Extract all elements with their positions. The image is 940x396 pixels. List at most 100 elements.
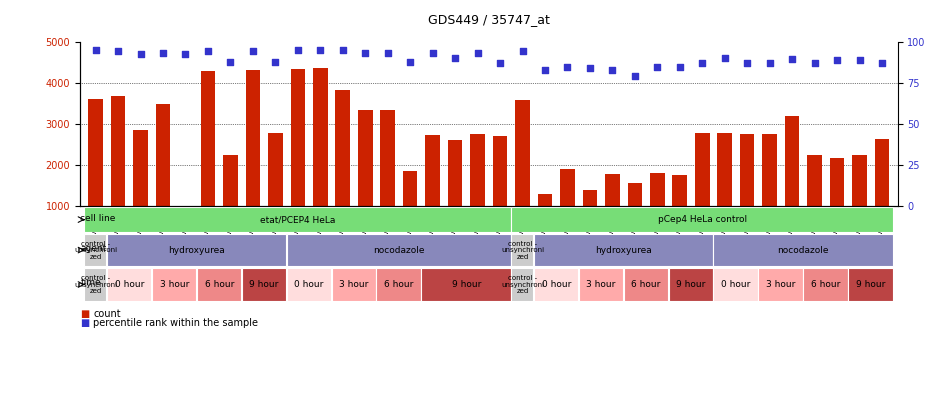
Bar: [853, 154, 867, 247]
Point: [695, 59, 710, 66]
Point: [807, 60, 822, 66]
Bar: [804, 268, 848, 301]
Bar: [695, 133, 710, 247]
Bar: [332, 268, 376, 301]
Point: [470, 50, 485, 56]
Text: nocodazole: nocodazole: [373, 246, 425, 255]
Bar: [605, 174, 619, 247]
Point: [829, 57, 844, 64]
Text: 3 hour: 3 hour: [339, 280, 368, 289]
Bar: [85, 234, 106, 266]
Point: [672, 64, 687, 70]
Point: [380, 50, 395, 56]
Point: [447, 55, 462, 61]
Bar: [470, 134, 485, 247]
Text: ■: ■: [80, 309, 89, 319]
Text: ■: ■: [80, 318, 89, 328]
Text: control -
unsynchroni
zed: control - unsynchroni zed: [501, 241, 544, 259]
Bar: [200, 71, 215, 247]
Text: 0 hour: 0 hour: [115, 280, 144, 289]
Text: 3 hour: 3 hour: [160, 280, 189, 289]
Bar: [762, 133, 777, 247]
Bar: [268, 133, 283, 247]
Text: hydroxyurea: hydroxyurea: [595, 246, 652, 255]
Point: [88, 47, 103, 53]
Point: [740, 59, 755, 66]
Point: [111, 48, 126, 54]
Bar: [717, 133, 732, 247]
Text: agent: agent: [80, 244, 106, 253]
Bar: [223, 155, 238, 247]
Text: 9 hour: 9 hour: [856, 280, 885, 289]
Bar: [875, 139, 889, 247]
Bar: [425, 135, 440, 247]
Point: [785, 56, 800, 62]
Text: pCep4 HeLa control: pCep4 HeLa control: [658, 215, 746, 224]
Bar: [242, 268, 286, 301]
Text: hydroxyurea: hydroxyurea: [168, 246, 225, 255]
Bar: [534, 268, 578, 301]
Bar: [381, 110, 395, 247]
Bar: [151, 268, 196, 301]
Bar: [579, 268, 623, 301]
Text: count: count: [93, 309, 120, 319]
Text: time: time: [80, 278, 101, 287]
Bar: [133, 130, 148, 247]
Bar: [85, 268, 106, 301]
Point: [762, 59, 777, 66]
Text: 6 hour: 6 hour: [632, 280, 661, 289]
Bar: [628, 183, 642, 247]
Bar: [196, 268, 241, 301]
Point: [650, 64, 665, 70]
Bar: [287, 268, 331, 301]
Bar: [336, 90, 350, 247]
Text: etat/PCEP4 HeLa: etat/PCEP4 HeLa: [260, 215, 336, 224]
Bar: [668, 268, 713, 301]
Point: [155, 50, 170, 57]
Text: 3 hour: 3 hour: [587, 280, 616, 289]
Text: 0 hour: 0 hour: [541, 280, 571, 289]
Bar: [740, 133, 755, 247]
Bar: [583, 190, 597, 247]
Text: percentile rank within the sample: percentile rank within the sample: [93, 318, 258, 328]
Bar: [623, 268, 667, 301]
Bar: [672, 175, 687, 247]
Point: [627, 72, 642, 79]
Point: [133, 51, 149, 57]
Text: 6 hour: 6 hour: [205, 280, 234, 289]
Text: 3 hour: 3 hour: [766, 280, 795, 289]
Bar: [830, 158, 844, 247]
Point: [874, 59, 889, 66]
Bar: [759, 268, 803, 301]
Text: control -
unsynchroni
zed: control - unsynchroni zed: [74, 275, 118, 294]
Bar: [511, 207, 893, 232]
Text: 9 hour: 9 hour: [676, 280, 706, 289]
Point: [538, 67, 553, 73]
Bar: [511, 234, 533, 266]
Bar: [287, 234, 510, 266]
Point: [717, 55, 732, 62]
Point: [852, 57, 867, 64]
Point: [200, 48, 215, 54]
Point: [493, 59, 508, 66]
Point: [178, 51, 193, 57]
Bar: [403, 171, 417, 247]
Bar: [538, 194, 553, 247]
Bar: [85, 207, 510, 232]
Text: GDS449 / 35747_at: GDS449 / 35747_at: [428, 13, 550, 26]
Bar: [313, 68, 328, 247]
Point: [604, 67, 619, 73]
Bar: [107, 268, 151, 301]
Bar: [447, 140, 462, 247]
Text: 9 hour: 9 hour: [451, 280, 481, 289]
Bar: [713, 234, 893, 266]
Bar: [111, 96, 125, 247]
Point: [223, 59, 238, 65]
Point: [336, 47, 351, 53]
Bar: [785, 116, 799, 247]
Bar: [650, 173, 665, 247]
Point: [290, 47, 306, 53]
Bar: [515, 100, 530, 247]
Point: [358, 50, 373, 56]
Point: [583, 65, 598, 71]
